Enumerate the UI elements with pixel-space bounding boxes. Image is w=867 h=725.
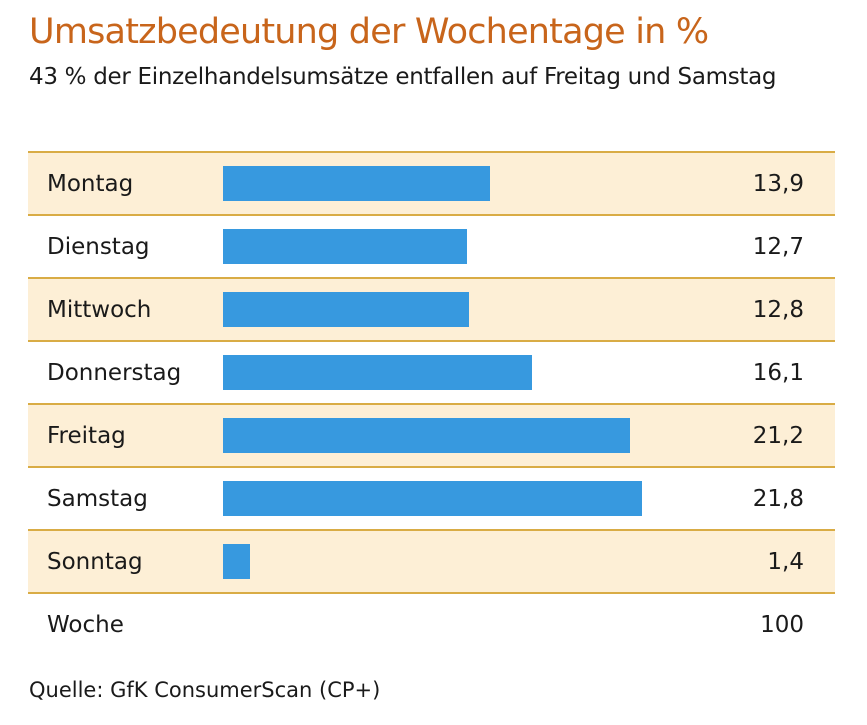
bar-row: Montag 13,9 bbox=[28, 151, 835, 214]
category-label: Mittwoch bbox=[47, 296, 152, 323]
bar-row: Freitag 21,2 bbox=[28, 403, 835, 466]
bar-row: Dienstag 12,7 bbox=[28, 214, 835, 277]
bar-row: Sonntag 1,4 bbox=[28, 529, 835, 592]
bar-row: Mittwoch 12,8 bbox=[28, 277, 835, 340]
value-label: 12,8 bbox=[752, 296, 804, 323]
bar-samstag bbox=[223, 481, 642, 516]
bar-montag bbox=[223, 166, 490, 201]
bar-row: Donnerstag 16,1 bbox=[28, 340, 835, 403]
source-note: Quelle: GfK ConsumerScan (CP+) bbox=[29, 678, 381, 702]
category-label: Donnerstag bbox=[47, 359, 182, 386]
category-label: Freitag bbox=[47, 422, 126, 449]
chart-subtitle: 43 % der Einzelhandelsumsätze entfallen … bbox=[29, 64, 777, 90]
bar-table: Montag 13,9 Dienstag 12,7 Mittwoch 12,8 Donner… bbox=[28, 151, 835, 655]
bar-sonntag bbox=[223, 544, 250, 579]
bar-row: Samstag 21,8 bbox=[28, 466, 835, 529]
bar-dienstag bbox=[223, 229, 467, 264]
chart-title: Umsatzbedeutung der Wochentage in % bbox=[29, 12, 709, 52]
value-label: 21,8 bbox=[752, 485, 804, 512]
category-label: Sonntag bbox=[47, 548, 143, 575]
value-label: 16,1 bbox=[752, 359, 804, 386]
bar-freitag bbox=[223, 418, 631, 453]
value-label: 1,4 bbox=[767, 548, 804, 575]
total-value: 100 bbox=[760, 611, 804, 638]
total-label: Woche bbox=[47, 611, 124, 638]
bar-donnerstag bbox=[223, 355, 533, 390]
value-label: 21,2 bbox=[752, 422, 804, 449]
total-row: Woche 100 bbox=[28, 592, 835, 655]
value-label: 13,9 bbox=[752, 170, 804, 197]
category-label: Samstag bbox=[47, 485, 148, 512]
bar-mittwoch bbox=[223, 292, 469, 327]
category-label: Montag bbox=[47, 170, 134, 197]
value-label: 12,7 bbox=[752, 233, 804, 260]
category-label: Dienstag bbox=[47, 233, 150, 260]
